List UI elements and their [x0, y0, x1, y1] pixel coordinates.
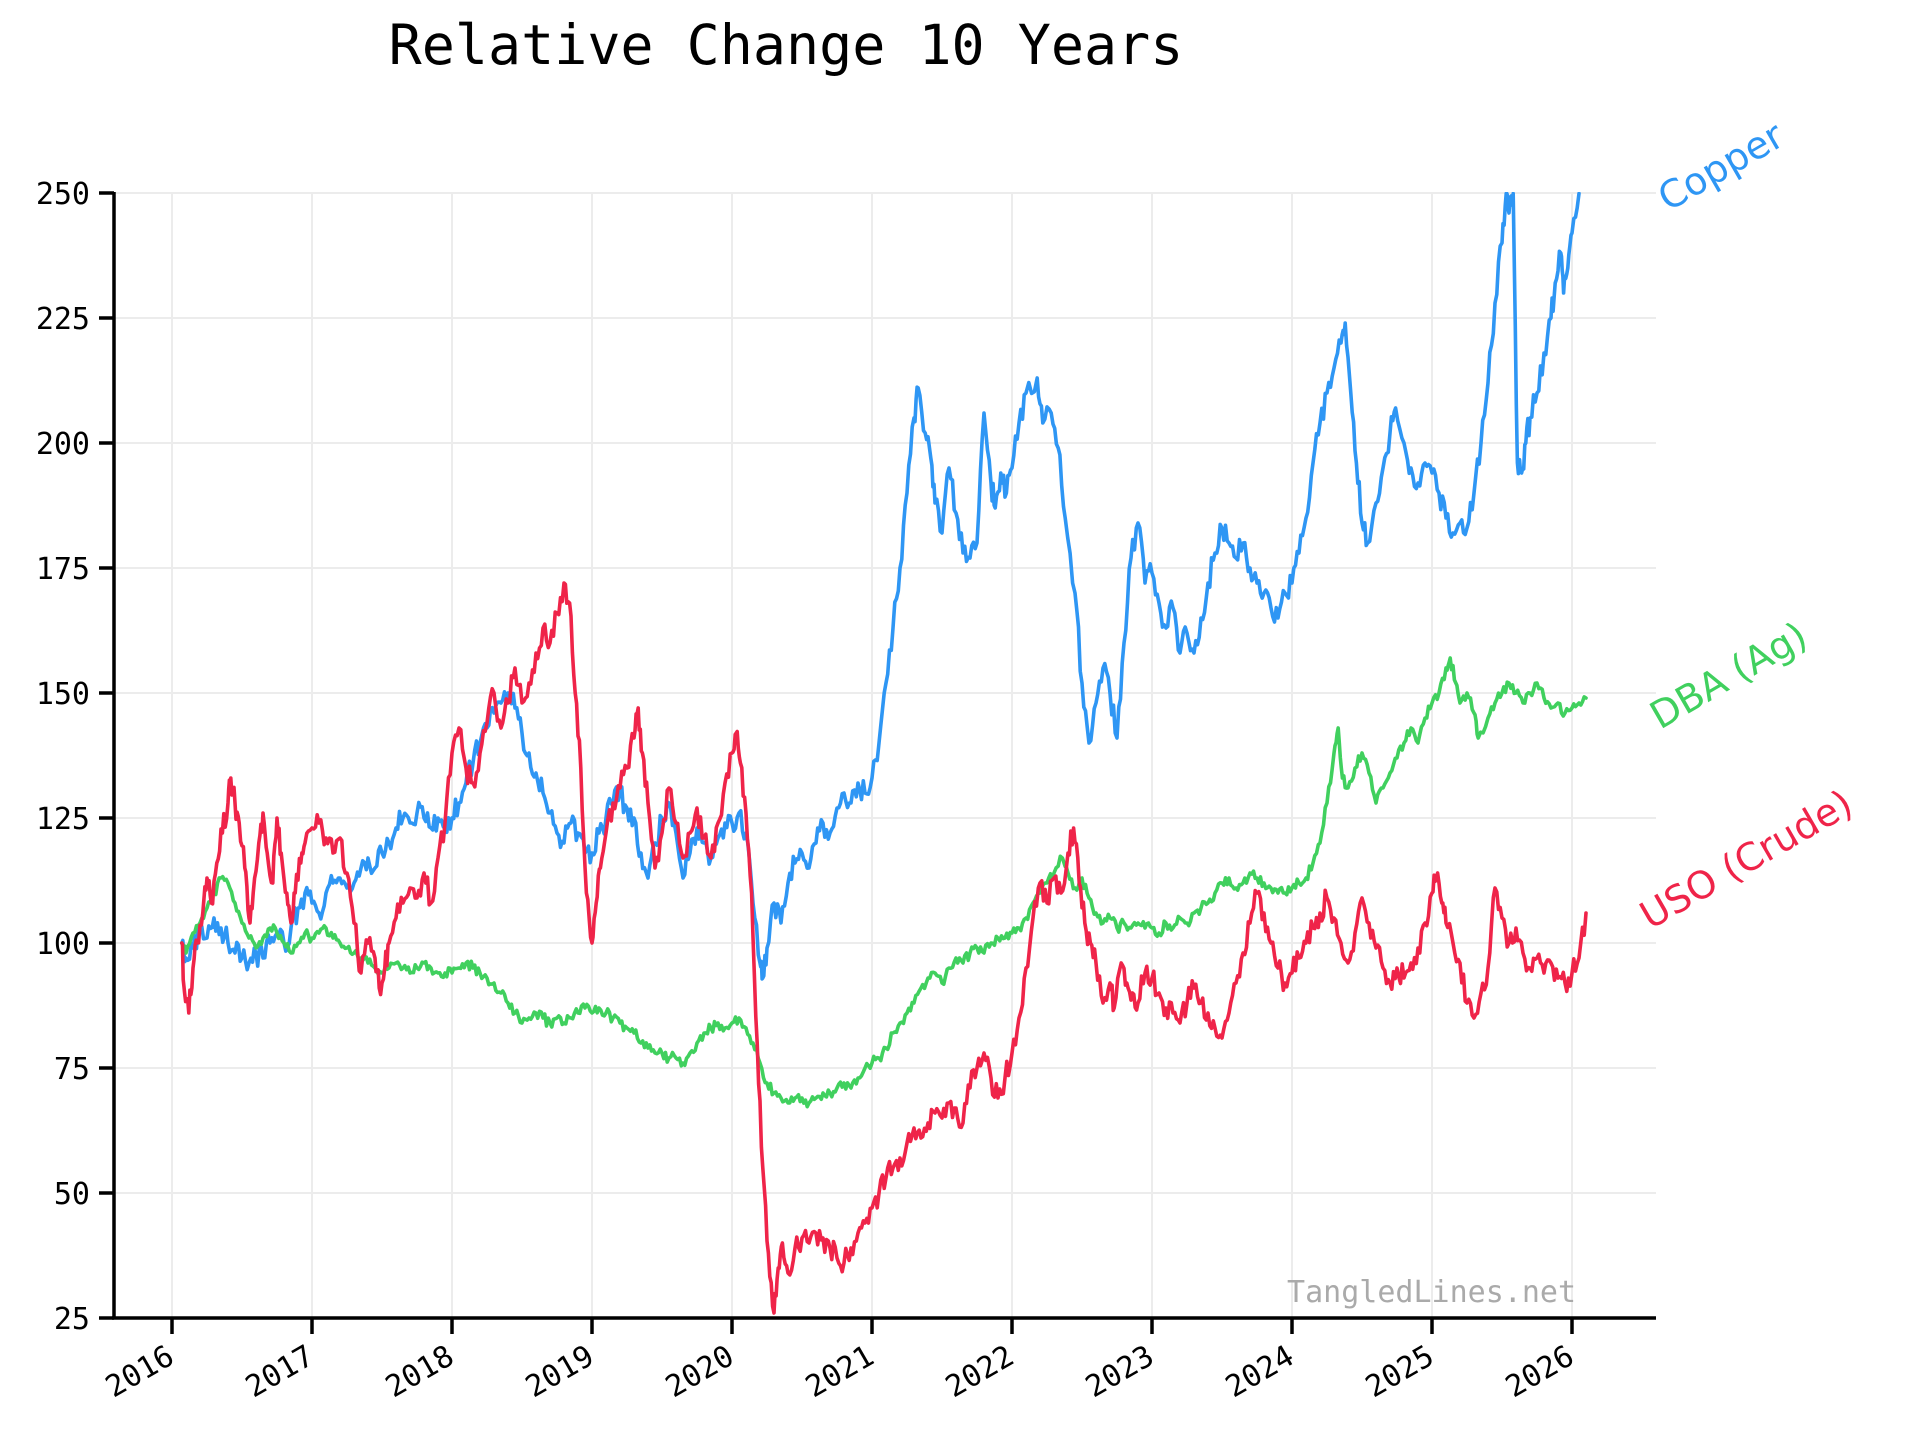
y-tick-label: 75: [54, 1052, 90, 1087]
gridlines: [114, 192, 1656, 1319]
y-tick-label: 25: [54, 1302, 90, 1337]
x-tick-label: 2026: [1500, 1339, 1580, 1405]
series-label-copper: Copper: [1651, 113, 1792, 220]
y-tick-label: 200: [36, 427, 90, 462]
x-tick-label: 2018: [380, 1339, 460, 1405]
y-tick-label: 175: [36, 552, 90, 587]
series-label-dba: DBA (Ag): [1643, 613, 1815, 738]
y-tick-label: 250: [36, 177, 90, 212]
y-tick-label: 100: [36, 927, 90, 962]
series-line-dba-ag: [180, 656, 1588, 1109]
x-tick-label: 2022: [940, 1339, 1020, 1405]
axes: [99, 191, 1656, 1334]
y-tick-label: 125: [36, 802, 90, 837]
x-tick-label: 2021: [800, 1339, 880, 1405]
x-tick-label: 2025: [1360, 1339, 1440, 1405]
x-tick-label: 2016: [100, 1339, 180, 1405]
series-line-copper: [180, 192, 1581, 981]
watermark: TangledLines.net: [1287, 1275, 1576, 1310]
y-tick-label: 50: [54, 1177, 90, 1212]
series-line-uso-crude: [180, 581, 1588, 1315]
x-tick-label: 2023: [1080, 1339, 1160, 1405]
x-tick-label: 2020: [660, 1339, 740, 1405]
y-tick-label: 225: [36, 302, 90, 337]
x-tick-label: 2024: [1220, 1339, 1300, 1405]
chart-title: Relative Change 10 Years: [389, 13, 1184, 77]
x-tick-label: 2019: [520, 1339, 600, 1405]
y-tick-label: 150: [36, 677, 90, 712]
series-label-uso: USO (Crude): [1633, 781, 1861, 938]
series-lines: [180, 192, 1588, 1315]
x-tick-label: 2017: [240, 1339, 320, 1405]
